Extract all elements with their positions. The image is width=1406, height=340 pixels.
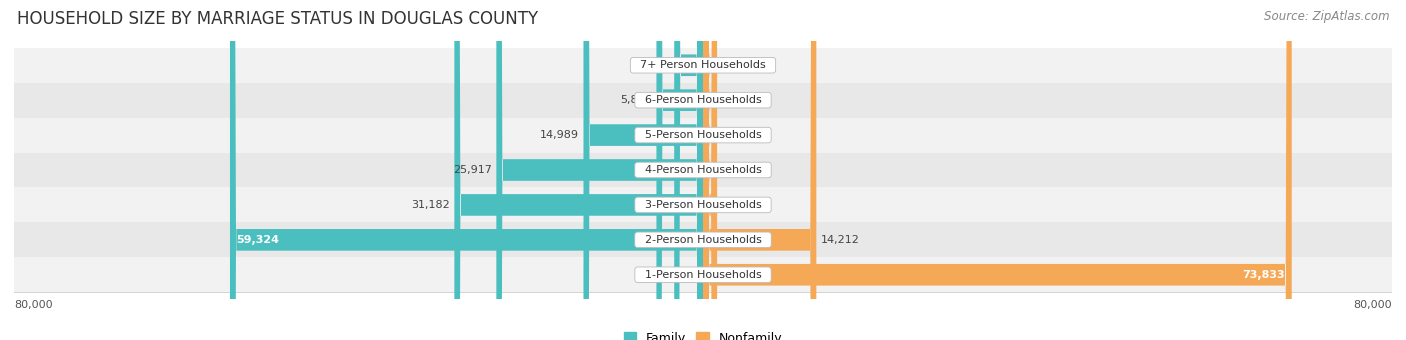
Text: 7+ Person Households: 7+ Person Households: [633, 60, 773, 70]
Bar: [14, 118, 1392, 153]
Text: 59,324: 59,324: [236, 235, 280, 245]
FancyBboxPatch shape: [454, 0, 703, 340]
Text: 31,182: 31,182: [411, 200, 450, 210]
FancyBboxPatch shape: [657, 0, 703, 340]
Text: 73,833: 73,833: [1243, 270, 1285, 280]
FancyBboxPatch shape: [583, 0, 703, 340]
Text: 25,917: 25,917: [453, 165, 492, 175]
Text: 149: 149: [709, 130, 730, 140]
Bar: [14, 153, 1392, 187]
Text: 43: 43: [709, 95, 723, 105]
Bar: [14, 257, 1392, 292]
FancyBboxPatch shape: [697, 0, 710, 340]
Text: 6-Person Households: 6-Person Households: [638, 95, 768, 105]
FancyBboxPatch shape: [675, 0, 703, 340]
Text: 4-Person Households: 4-Person Households: [637, 165, 769, 175]
FancyBboxPatch shape: [702, 0, 710, 340]
Legend: Family, Nonfamily: Family, Nonfamily: [619, 327, 787, 340]
FancyBboxPatch shape: [231, 0, 703, 340]
Bar: [14, 187, 1392, 222]
Text: 550: 550: [713, 165, 733, 175]
Text: HOUSEHOLD SIZE BY MARRIAGE STATUS IN DOUGLAS COUNTY: HOUSEHOLD SIZE BY MARRIAGE STATUS IN DOU…: [17, 10, 538, 28]
Text: 2-Person Households: 2-Person Households: [637, 235, 769, 245]
Text: 3,610: 3,610: [638, 60, 669, 70]
Text: 1,771: 1,771: [721, 200, 754, 210]
FancyBboxPatch shape: [703, 0, 817, 340]
FancyBboxPatch shape: [697, 0, 710, 340]
Text: 80,000: 80,000: [1354, 300, 1392, 310]
Text: 5,842: 5,842: [620, 95, 651, 105]
Text: 14,989: 14,989: [540, 130, 579, 140]
Text: 5-Person Households: 5-Person Households: [638, 130, 768, 140]
Text: 3-Person Households: 3-Person Households: [638, 200, 768, 210]
FancyBboxPatch shape: [496, 0, 703, 340]
FancyBboxPatch shape: [703, 0, 1292, 340]
Bar: [14, 83, 1392, 118]
FancyBboxPatch shape: [703, 0, 717, 340]
Bar: [14, 48, 1392, 83]
Text: Source: ZipAtlas.com: Source: ZipAtlas.com: [1264, 10, 1389, 23]
Text: 14,212: 14,212: [821, 235, 860, 245]
Text: 80,000: 80,000: [14, 300, 52, 310]
Bar: [14, 222, 1392, 257]
Text: 1-Person Households: 1-Person Households: [638, 270, 768, 280]
Text: 47: 47: [709, 60, 723, 70]
FancyBboxPatch shape: [697, 0, 710, 340]
